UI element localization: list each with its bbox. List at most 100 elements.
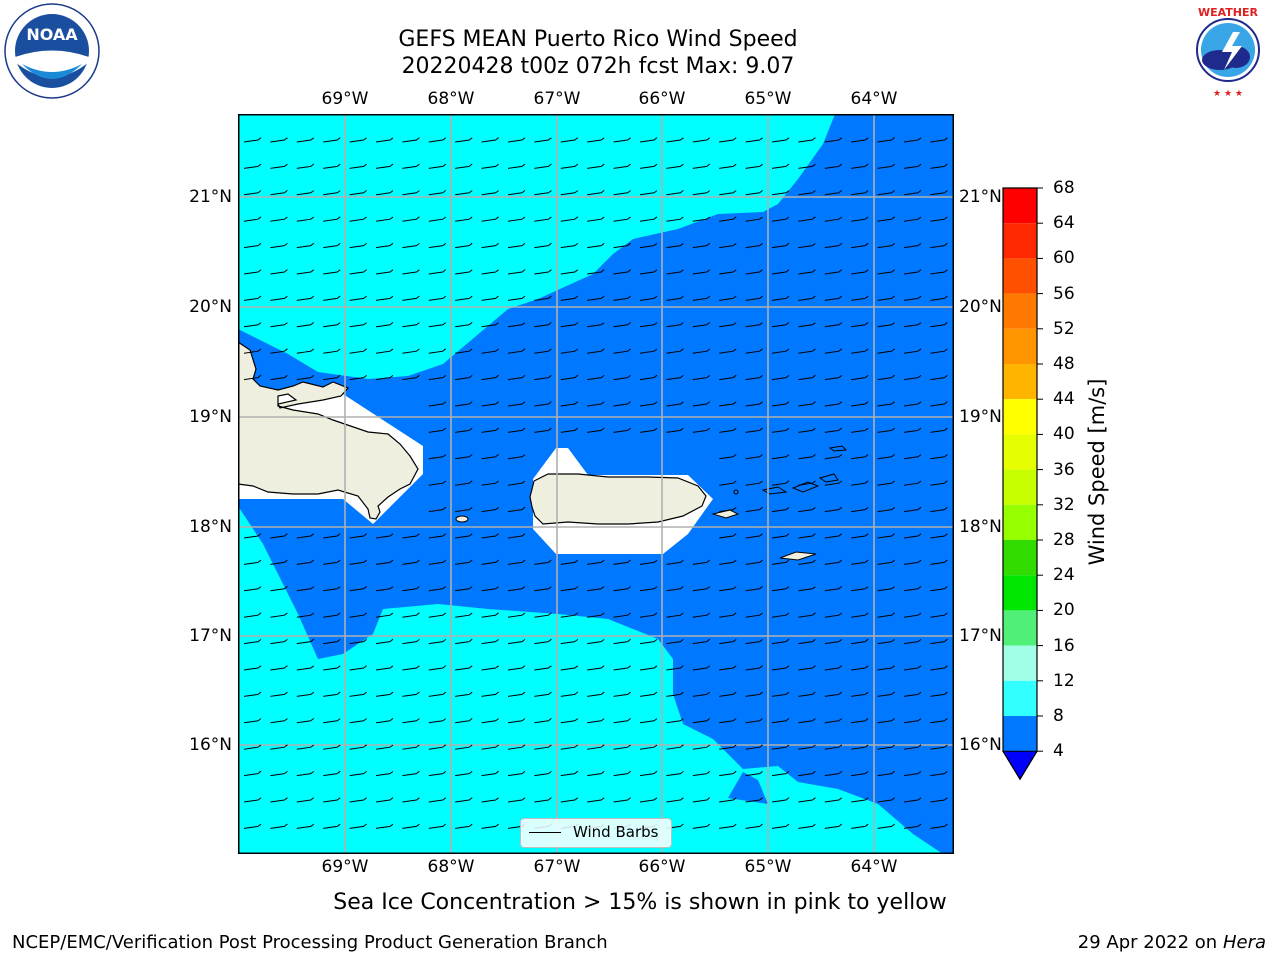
- wind-barb: [402, 533, 420, 539]
- wind-barb: [851, 638, 869, 645]
- wind-barb: [428, 506, 447, 513]
- wind-barb: [666, 137, 684, 143]
- nws-logo: WEATHER ★ ★ ★: [1178, 2, 1278, 104]
- wind-barb: [428, 295, 447, 301]
- wind-barb: [375, 718, 394, 724]
- wind-barb: [507, 559, 526, 565]
- wind-barb: [587, 295, 605, 301]
- wind-barb: [719, 295, 737, 301]
- wind-barb: [270, 744, 288, 750]
- wind-barb: [296, 322, 315, 328]
- wind-barb: [534, 348, 552, 354]
- colorbar-swatch: [1003, 399, 1037, 435]
- wind-barb: [507, 506, 526, 513]
- wind-barb: [587, 691, 605, 697]
- wind-barb: [402, 163, 420, 169]
- wind-barb: [877, 295, 895, 301]
- run-date: 29 Apr 2022 on Hera: [1078, 932, 1266, 953]
- lat-label-right: 21°N: [959, 187, 1002, 207]
- wind-barb: [930, 770, 948, 777]
- wind-barb: [323, 533, 341, 539]
- wind-barb: [270, 269, 288, 275]
- wind-barb: [560, 401, 579, 407]
- wind-barb: [745, 163, 763, 169]
- wind-barb: [639, 374, 658, 381]
- wind-barb: [323, 137, 341, 143]
- wind-barb: [771, 718, 790, 724]
- wind-barb: [402, 797, 420, 803]
- lon-label-top: 68°W: [427, 89, 475, 109]
- wind-barb: [851, 770, 869, 777]
- wind-barb: [666, 770, 684, 777]
- wind-barb: [692, 691, 711, 697]
- wind-barb: [534, 559, 552, 565]
- wind-barb: [270, 691, 288, 697]
- wind-barb: [639, 401, 658, 407]
- wind-barb: [402, 665, 420, 671]
- wind-barb: [719, 269, 737, 275]
- wind-barb: [243, 163, 262, 169]
- lon-label-top: 64°W: [850, 89, 898, 109]
- wind-barb: [428, 348, 447, 354]
- wind-barb: [349, 374, 367, 381]
- wind-barb: [323, 797, 341, 803]
- wind-barb: [851, 216, 869, 222]
- wind-barb: [719, 216, 737, 222]
- wind-barb: [323, 718, 341, 724]
- wind-barb: [903, 163, 922, 169]
- wind-barb: [666, 269, 684, 275]
- wind-barb: [481, 638, 499, 645]
- wind-barb: [666, 216, 684, 222]
- lon-label-top: 67°W: [533, 89, 581, 109]
- wind-barb: [666, 242, 684, 249]
- wind-barb: [745, 216, 763, 222]
- wind-barb: [719, 480, 737, 486]
- wind-barb: [455, 216, 473, 222]
- wind-barb: [534, 797, 552, 803]
- wind-barb: [613, 427, 631, 433]
- wind-barb: [402, 322, 420, 328]
- wind-barb: [771, 744, 790, 750]
- wind-barb: [692, 401, 711, 407]
- wind-barb: [745, 295, 763, 301]
- wind-barb: [296, 163, 315, 169]
- wind-barb: [824, 269, 843, 275]
- wind-barb: [851, 427, 869, 433]
- wind-barb: [402, 744, 420, 750]
- wind-barb: [560, 269, 579, 275]
- wind-barb: [851, 506, 869, 513]
- wind-barb: [719, 665, 737, 671]
- wind-barb: [587, 322, 605, 328]
- wind-barb: [692, 242, 711, 249]
- wind-barb: [877, 427, 895, 433]
- wind-barb: [323, 190, 341, 196]
- wind-barb: [375, 348, 394, 354]
- wind-barb: [243, 190, 262, 196]
- graticule: [238, 114, 954, 854]
- wind-barb: [560, 163, 579, 169]
- wind-barb: [798, 744, 816, 750]
- wind-barb: [877, 137, 895, 143]
- svg-text:WEATHER: WEATHER: [1198, 6, 1259, 19]
- wind-barb: [587, 586, 605, 592]
- wind-barb: [455, 665, 473, 671]
- lon-label-bottom: 68°W: [427, 857, 475, 877]
- wind-barb: [560, 797, 579, 803]
- wind-barb: [930, 480, 948, 486]
- wind-barb: [719, 823, 737, 829]
- wind-barb: [771, 137, 790, 143]
- wind-barb: [534, 137, 552, 143]
- wind-barb: [930, 454, 948, 460]
- colorbar-tick-label: 68: [1053, 178, 1075, 198]
- wind-barb: [428, 770, 447, 777]
- lon-label-bottom: 67°W: [533, 857, 581, 877]
- wind-barb: [349, 559, 367, 565]
- wind-barb: [428, 533, 447, 539]
- wind-barb: [903, 401, 922, 407]
- wind-barb: [323, 322, 341, 328]
- wind-barb: [877, 216, 895, 222]
- wind-barb: [428, 797, 447, 803]
- wind-barb: [375, 190, 394, 196]
- wind-barb: [798, 770, 816, 777]
- wind-barb: [507, 137, 526, 143]
